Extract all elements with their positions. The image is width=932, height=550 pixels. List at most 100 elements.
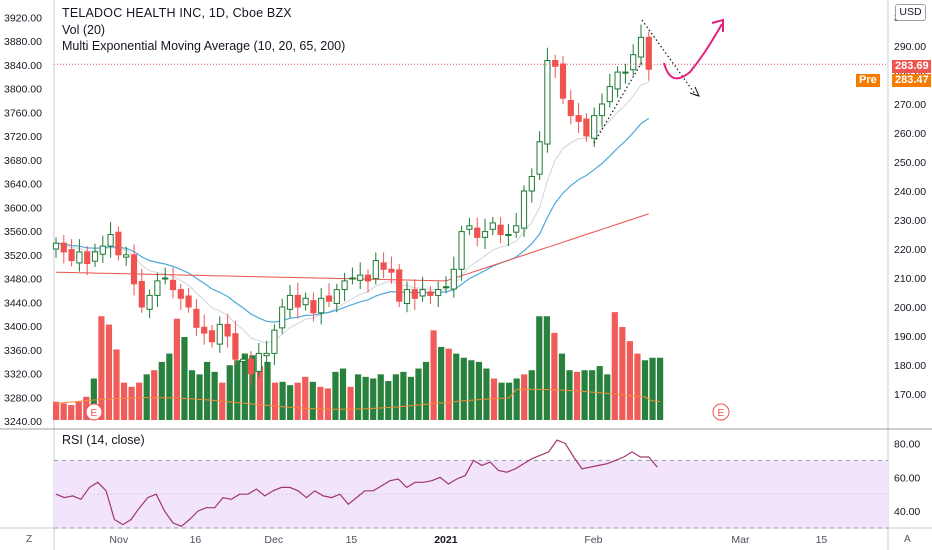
candle-body xyxy=(52,242,60,250)
currency-button[interactable]: USD xyxy=(895,4,926,21)
candle-body xyxy=(60,242,67,253)
candle-body xyxy=(193,308,200,328)
volume-bar xyxy=(430,330,437,420)
left-axis-tick-label: 3280.00 xyxy=(4,392,42,404)
candle-body xyxy=(544,60,551,145)
volume-bar xyxy=(241,353,248,420)
candle-body xyxy=(637,36,645,58)
candle-body xyxy=(76,251,83,264)
volume-bar xyxy=(460,357,467,420)
candle-body xyxy=(162,277,169,280)
ema-20-line xyxy=(55,117,650,323)
zoom-reset-icon[interactable]: Z xyxy=(26,534,33,545)
candle-body xyxy=(107,234,114,247)
candle-body xyxy=(185,295,192,308)
candle-body xyxy=(115,231,122,256)
candle-body xyxy=(349,277,356,280)
candle-body xyxy=(310,300,317,314)
candle-body xyxy=(528,176,535,192)
candle-body xyxy=(169,279,177,291)
symbol-title[interactable]: TELADOC HEALTH INC, 1D, Cboe BZX xyxy=(62,6,292,20)
volume-bar xyxy=(302,376,309,420)
right-axis-tick-label: 190.00 xyxy=(894,331,926,343)
volume-bar xyxy=(385,380,392,420)
volume-bar xyxy=(136,382,143,420)
volume-bar xyxy=(657,357,664,420)
volume-ma-line xyxy=(55,388,661,410)
volume-bar xyxy=(370,378,377,420)
candle-body xyxy=(567,100,574,117)
volume-bar xyxy=(649,357,656,420)
volume-bar xyxy=(324,388,331,420)
volume-bar xyxy=(264,361,271,420)
candle-body xyxy=(505,234,512,236)
right-axis-tick-label: 220.00 xyxy=(894,244,926,256)
pre-market-label: Pre xyxy=(856,74,880,87)
volume-bar xyxy=(83,396,90,420)
volume-bar xyxy=(181,337,188,420)
candle-body xyxy=(333,289,340,305)
left-axis-tick-label: 3440.00 xyxy=(4,297,42,309)
mema-indicator-label[interactable]: Multi Exponential Moving Average (10, 20… xyxy=(62,39,346,53)
right-axis-tick-label: 250.00 xyxy=(894,157,926,169)
volume-bar xyxy=(558,353,566,420)
volume-bar xyxy=(604,374,611,420)
candle-body xyxy=(130,254,138,285)
volume-bar xyxy=(536,316,543,420)
candle-body xyxy=(427,291,434,296)
rsi-indicator-label[interactable]: RSI (14, close) xyxy=(62,433,145,447)
candle-body xyxy=(489,222,496,230)
candle-body xyxy=(466,225,473,230)
volume-bar xyxy=(377,374,384,420)
volume-bar xyxy=(113,349,120,420)
volume-bar xyxy=(566,370,573,420)
volume-bar xyxy=(347,386,354,420)
candle-body xyxy=(388,268,395,273)
candle-body xyxy=(357,274,364,281)
left-axis-tick-label: 3680.00 xyxy=(4,155,42,167)
left-axis-tick-label: 3640.00 xyxy=(4,179,42,191)
time-axis-tick-label: Mar xyxy=(731,534,750,546)
candle-body xyxy=(91,251,99,262)
candle-body xyxy=(630,54,637,71)
time-axis-tick-label: Nov xyxy=(109,534,128,546)
candle-body xyxy=(419,289,426,297)
right-axis-tick-label: 240.00 xyxy=(894,186,926,198)
volume-indicator-label[interactable]: Vol (20) xyxy=(62,22,106,37)
volume-bar xyxy=(204,361,211,420)
candle-body xyxy=(411,289,418,299)
time-axis-tick-label: 16 xyxy=(190,534,202,546)
candle-body xyxy=(380,262,387,270)
candle-body xyxy=(138,280,145,308)
volume-bar xyxy=(528,370,535,420)
volume-bar xyxy=(573,371,581,420)
candle-body xyxy=(450,268,457,290)
volume-bar xyxy=(60,403,67,420)
candle-body xyxy=(177,289,184,299)
volume-bar xyxy=(438,346,445,420)
volume-bar xyxy=(294,382,301,420)
right-axis-tick-label: 260.00 xyxy=(894,128,926,140)
pre-market-price-badge: 283.47 xyxy=(892,74,931,87)
volume-bar xyxy=(506,382,513,420)
right-axis-tick-label: 170.00 xyxy=(894,389,926,401)
candle-body xyxy=(123,254,130,258)
volume-bar xyxy=(234,360,241,420)
left-axis-tick-label: 3400.00 xyxy=(4,321,42,333)
volume-bar xyxy=(521,374,528,420)
volume-bar xyxy=(249,355,256,420)
volume-bar xyxy=(626,341,633,420)
candle-body xyxy=(208,330,216,343)
candle-body xyxy=(232,333,239,360)
volume-bar xyxy=(634,353,641,420)
candle-body xyxy=(614,71,621,90)
volume-bar xyxy=(445,348,452,420)
right-axis-tick-label: 270.00 xyxy=(894,99,926,111)
candle-body xyxy=(201,326,208,334)
volume-bar xyxy=(271,382,279,420)
auto-scale-icon[interactable]: A xyxy=(904,534,911,545)
volume-bar xyxy=(226,365,233,420)
volume-bar xyxy=(287,385,294,420)
